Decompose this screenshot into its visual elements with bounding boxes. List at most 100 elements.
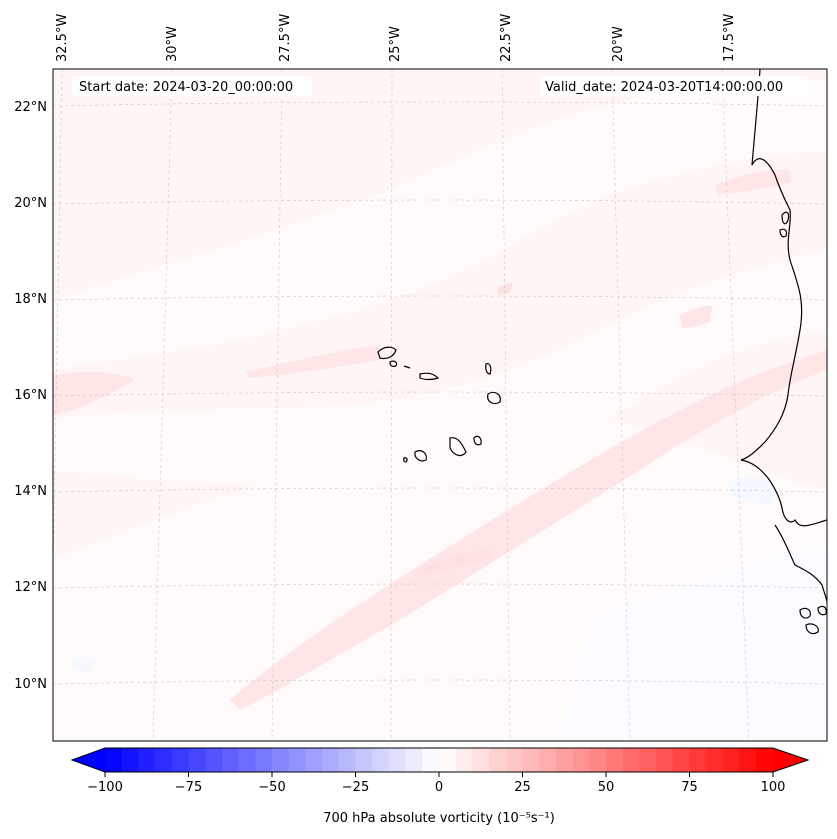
colorbar-block	[238, 748, 256, 772]
african-island	[781, 211, 790, 225]
colorbar-block	[606, 748, 624, 772]
lat-label: 12°N	[14, 580, 47, 595]
colorbar-block	[639, 748, 657, 772]
colorbar-block	[422, 748, 440, 772]
colorbar: −100 −75 −50 −25 0 25 50 75 100 700 hPa absolute…	[70, 747, 810, 826]
field-patch	[72, 656, 95, 673]
colorbar-blocks	[105, 748, 774, 772]
colorbar-tick-label: −100	[87, 780, 123, 795]
colorbar-block	[205, 748, 223, 772]
colorbar-block	[288, 748, 306, 772]
cabo-verde-island	[485, 363, 492, 375]
field-patch	[715, 169, 792, 195]
longitude-labels: 32.5°W 30°W 27.5°W 25°W 22.5°W 20°W 17.5…	[55, 14, 737, 62]
map-frame	[52, 68, 828, 742]
colorbar-block	[171, 748, 189, 772]
colorbar-block	[739, 748, 757, 772]
cabo-verde-island	[449, 437, 467, 457]
lon-label: 25°W	[388, 26, 403, 62]
colorbar-block	[305, 748, 323, 772]
colorbar-block	[522, 748, 540, 772]
african-island	[779, 228, 788, 238]
valid-date-box	[540, 76, 808, 96]
colorbar-block	[322, 748, 340, 772]
colorbar-block	[472, 748, 490, 772]
africa-coast	[740, 69, 827, 527]
field-patch	[53, 80, 827, 370]
valid-date-label: Valid_date: 2024-03-20T14:00:00.00	[545, 80, 783, 95]
field-patch	[415, 548, 492, 576]
colorbar-tick-label: −50	[258, 780, 285, 795]
lon-label: 27.5°W	[278, 14, 293, 62]
coastline	[377, 69, 827, 635]
latitude-labels: 22°N 20°N 18°N 16°N 14°N 12°N 10°N	[14, 100, 47, 692]
lon-label: 17.5°W	[722, 14, 737, 62]
colorbar-tick-label: 0	[435, 780, 443, 795]
colorbar-block	[221, 748, 240, 772]
graticule	[53, 69, 827, 741]
colorbar-tick-label: 75	[681, 780, 698, 795]
lat-label: 10°N	[14, 677, 47, 692]
colorbar-block	[706, 748, 724, 772]
africa-coast	[774, 524, 827, 603]
colorbar-block	[372, 748, 390, 772]
field-patch	[680, 305, 712, 328]
lat-label: 16°N	[14, 388, 47, 403]
cabo-verde-island	[487, 391, 501, 405]
colorbar-block	[439, 748, 457, 772]
colorbar-block	[455, 748, 473, 772]
field-patch	[230, 350, 827, 710]
cabo-verde-island	[473, 435, 482, 446]
colorbar-block	[355, 748, 373, 772]
start-date-label: Start date: 2024-03-20_00:00:00	[79, 80, 293, 95]
colorbar-block	[138, 748, 156, 772]
colorbar-block	[572, 748, 590, 772]
colorbar-block	[589, 748, 607, 772]
field-patch	[560, 545, 827, 741]
colorbar-block	[338, 748, 356, 772]
lat-label: 18°N	[14, 292, 47, 307]
colorbar-block	[272, 748, 290, 772]
colorbar-block	[555, 748, 574, 772]
lon-label: 30°W	[165, 26, 180, 62]
cabo-verde-island	[414, 450, 427, 462]
cabo-verde-island	[403, 365, 411, 369]
colorbar-block	[388, 748, 407, 772]
field-patch	[497, 283, 513, 295]
colorbar-block	[489, 748, 507, 772]
colorbar-block	[539, 748, 557, 772]
colorbar-block	[689, 748, 707, 772]
colorbar-min-arrow	[72, 748, 105, 772]
colorbar-tick-label: 25	[514, 780, 531, 795]
colorbar-tick-label: −25	[342, 780, 369, 795]
colorbar-block	[188, 748, 206, 772]
field-patch	[245, 345, 380, 378]
colorbar-block	[722, 748, 741, 772]
cabo-verde-island	[377, 346, 397, 360]
colorbar-tick-label: 50	[598, 780, 615, 795]
field-patch	[53, 372, 135, 415]
african-island	[799, 607, 811, 619]
colorbar-block	[121, 748, 139, 772]
field-patch	[728, 477, 780, 505]
african-island	[805, 623, 819, 635]
african-island	[817, 605, 827, 616]
colorbar-block	[756, 748, 774, 772]
lat-label: 14°N	[14, 484, 47, 499]
cabo-verde-island	[419, 372, 440, 381]
colorbar-block	[155, 748, 173, 772]
colorbar-block	[656, 748, 674, 772]
colorbar-tick-label: 100	[761, 780, 786, 795]
lon-label: 20°W	[611, 26, 626, 62]
colorbar-block	[505, 748, 523, 772]
field-patch	[53, 250, 827, 485]
cabo-verde-island	[389, 360, 398, 367]
map-panel: Start date: 2024-03-20_00:00:00 Valid_da…	[52, 68, 828, 742]
start-date-box	[72, 76, 312, 96]
lon-label: 32.5°W	[55, 14, 70, 62]
colorbar-block	[622, 748, 640, 772]
colorbar-tick-label: −75	[175, 780, 202, 795]
colorbar-ticks: −100 −75 −50 −25 0 25 50 75 100	[87, 772, 785, 795]
colorbar-block	[405, 748, 423, 772]
